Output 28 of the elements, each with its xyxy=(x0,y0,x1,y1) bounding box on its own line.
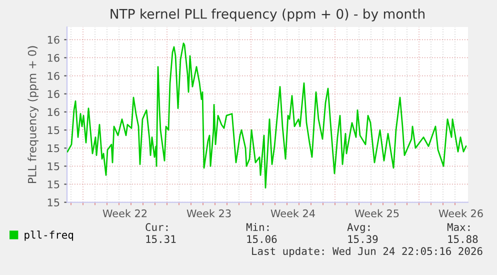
text: Max: xyxy=(447,223,470,232)
y-tick-label: 15 xyxy=(48,144,60,152)
y-tick-label: 15 xyxy=(48,180,60,188)
y-tick-label: 16 xyxy=(48,36,60,44)
x-tick-label: Week 25 xyxy=(354,209,399,218)
x-tick-label: Week 26 xyxy=(438,209,483,218)
text: Avg: xyxy=(347,223,370,234)
text: Min: xyxy=(246,222,269,231)
text: 15.31 xyxy=(146,235,176,244)
x-tick-label: Week 24 xyxy=(270,209,315,218)
y-axis-title: PLL frequency (ppm + 0) xyxy=(28,46,38,184)
y-tick-label: 16 xyxy=(48,72,60,80)
legend-label: pll-freq xyxy=(24,230,74,241)
x-tick-label: Week 23 xyxy=(186,209,231,218)
chart-title: NTP kernel PLL frequency (ppm + 0) - by month xyxy=(110,8,424,22)
y-tick-label: 15 xyxy=(48,126,60,134)
text: Last update: Wed Jun 24 22:05:16 2026 xyxy=(252,246,482,258)
text: 15.39 xyxy=(348,235,378,244)
y-tick-label: 16 xyxy=(48,90,60,98)
text: Cur: xyxy=(146,223,168,232)
y-tick-label: 16 xyxy=(48,108,60,116)
y-tick-label: 15 xyxy=(48,162,60,170)
text: 15.06 xyxy=(247,235,277,244)
y-tick-label: 15 xyxy=(48,198,60,206)
y-tick-label: 16 xyxy=(48,54,60,62)
x-tick-label: Week 22 xyxy=(102,209,147,218)
text: 15.88 xyxy=(448,235,478,244)
line-series xyxy=(67,42,467,189)
